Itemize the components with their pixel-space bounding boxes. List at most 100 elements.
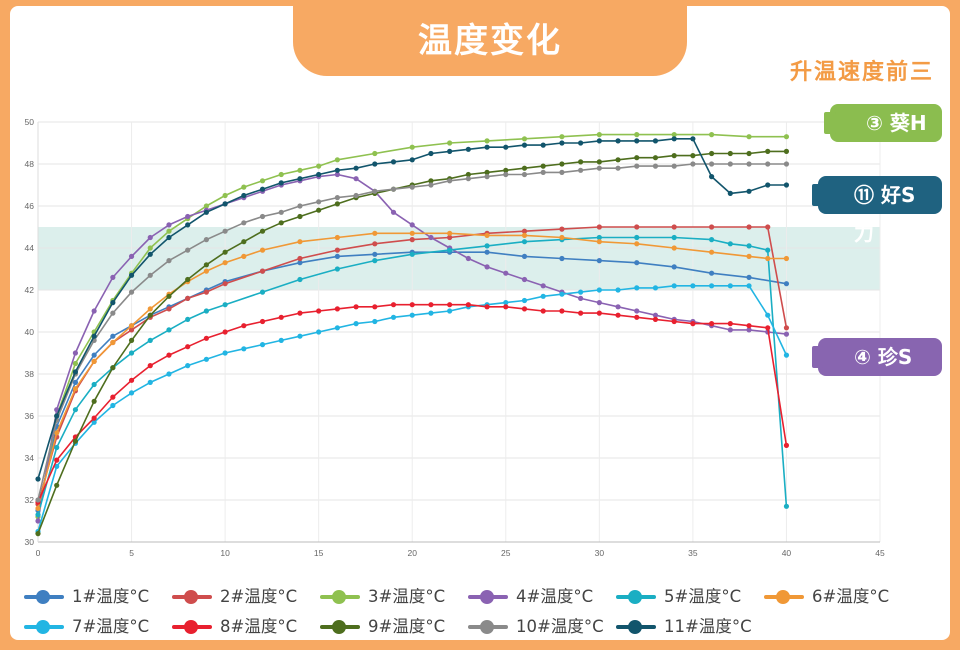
x-tick-label: 5 (129, 548, 134, 558)
data-point (521, 306, 528, 312)
data-point (409, 237, 415, 243)
data-point (128, 253, 135, 259)
data-point (503, 270, 509, 276)
data-point (727, 321, 733, 327)
data-point (540, 169, 546, 175)
data-point (727, 283, 733, 289)
data-point (596, 287, 602, 293)
data-point (166, 293, 172, 299)
data-point (783, 161, 790, 167)
data-point (54, 430, 60, 436)
data-point (203, 262, 209, 268)
data-point (521, 142, 528, 148)
data-point (185, 276, 191, 283)
data-point (334, 195, 340, 201)
data-point (278, 209, 284, 215)
data-point (503, 300, 509, 306)
data-point (634, 241, 640, 247)
data-point (746, 224, 752, 230)
data-point (297, 333, 303, 339)
data-point (147, 363, 153, 369)
data-point (241, 239, 247, 245)
data-point (259, 178, 266, 184)
data-point (783, 134, 790, 140)
data-point (372, 258, 378, 264)
data-point (578, 140, 584, 146)
data-point (297, 239, 303, 245)
data-point (147, 379, 153, 385)
data-point (709, 321, 715, 327)
data-point (783, 281, 790, 287)
data-point (297, 167, 303, 173)
data-point (409, 222, 415, 228)
data-point (746, 327, 752, 333)
data-point (222, 192, 228, 199)
data-point (147, 251, 153, 257)
data-point (746, 283, 752, 289)
data-point (72, 369, 79, 375)
data-point (671, 318, 677, 325)
data-point (652, 138, 659, 144)
data-point (166, 352, 172, 358)
data-point (484, 144, 490, 150)
data-point (110, 310, 116, 316)
data-point (596, 258, 602, 264)
data-point (185, 247, 191, 253)
data-point (559, 234, 565, 241)
data-point (110, 274, 116, 280)
data-point (110, 394, 116, 400)
data-point (203, 356, 209, 362)
data-point (709, 132, 715, 138)
data-point (615, 157, 621, 163)
data-point (316, 329, 322, 335)
data-point (409, 230, 415, 236)
data-point (147, 306, 153, 312)
data-point (334, 253, 340, 259)
data-point (447, 308, 453, 314)
data-point (91, 398, 97, 404)
data-point (559, 161, 565, 167)
data-point (278, 337, 284, 343)
data-point (765, 325, 771, 331)
x-tick-label: 40 (782, 548, 792, 558)
data-point (259, 186, 266, 192)
data-point (540, 142, 546, 148)
data-point (409, 312, 415, 318)
data-point (540, 163, 546, 169)
data-point (709, 224, 715, 230)
data-point (222, 228, 228, 234)
legend-label: 2#温度°C (220, 587, 298, 606)
data-point (634, 163, 640, 169)
data-point (334, 167, 340, 173)
legend-marker (628, 620, 642, 634)
data-point (185, 344, 191, 350)
data-point (484, 304, 490, 310)
data-point (110, 402, 116, 409)
data-point (559, 226, 565, 232)
annotation-teal: ⑪ 好S力 (818, 176, 942, 245)
data-point (746, 150, 752, 157)
data-point (278, 220, 284, 226)
x-tick-label: 35 (688, 548, 698, 558)
data-point (783, 325, 790, 331)
data-point (372, 251, 378, 257)
data-point (185, 363, 191, 369)
data-point (390, 159, 397, 165)
data-point (54, 463, 60, 469)
data-point (297, 203, 303, 209)
data-point (128, 272, 135, 278)
data-point (147, 272, 153, 278)
data-point (484, 264, 490, 270)
data-point (615, 287, 621, 293)
data-point (709, 237, 715, 243)
legend-marker (36, 620, 50, 634)
data-point (72, 407, 79, 413)
legend-marker (184, 620, 198, 634)
data-point (503, 171, 509, 178)
data-point (91, 308, 97, 314)
data-point (372, 318, 378, 325)
data-point (428, 182, 434, 188)
data-point (259, 318, 266, 325)
data-point (596, 239, 602, 245)
legend-marker (332, 620, 346, 634)
